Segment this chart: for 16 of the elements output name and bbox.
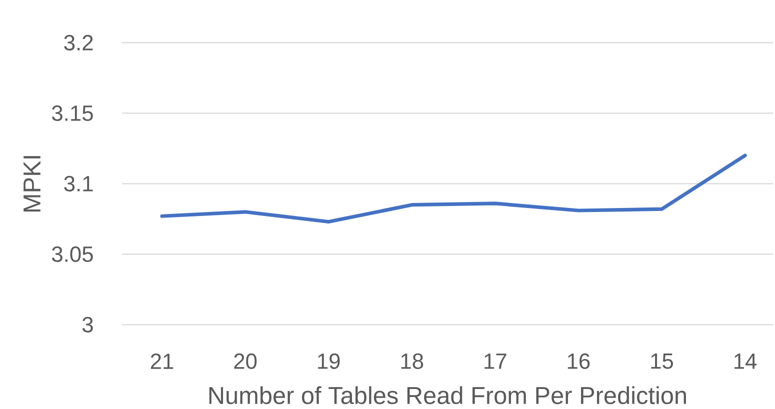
x-tick-label: 19 <box>318 353 340 369</box>
line-series <box>160 154 747 224</box>
x-tick-label: 21 <box>150 354 174 369</box>
x-tick-label: 15 <box>651 354 673 369</box>
y-tick-label: 3.2 <box>64 34 93 50</box>
x-tick-label: 17 <box>484 354 506 369</box>
y-axis-title: MPKI <box>24 156 40 212</box>
y-tick-label: 3 <box>82 316 93 332</box>
y-tick-label: 3.1 <box>64 176 93 192</box>
y-tick-label: 3.05 <box>52 246 93 262</box>
x-tick-label: 18 <box>401 353 424 369</box>
x-tick-label: 16 <box>568 353 590 369</box>
y-tick-label: 3.15 <box>52 105 93 121</box>
x-tick-label: 14 <box>734 354 757 369</box>
x-axis-title: Number of Tables Read From Per Prediction <box>209 386 686 404</box>
x-tick-label: 20 <box>234 353 257 369</box>
